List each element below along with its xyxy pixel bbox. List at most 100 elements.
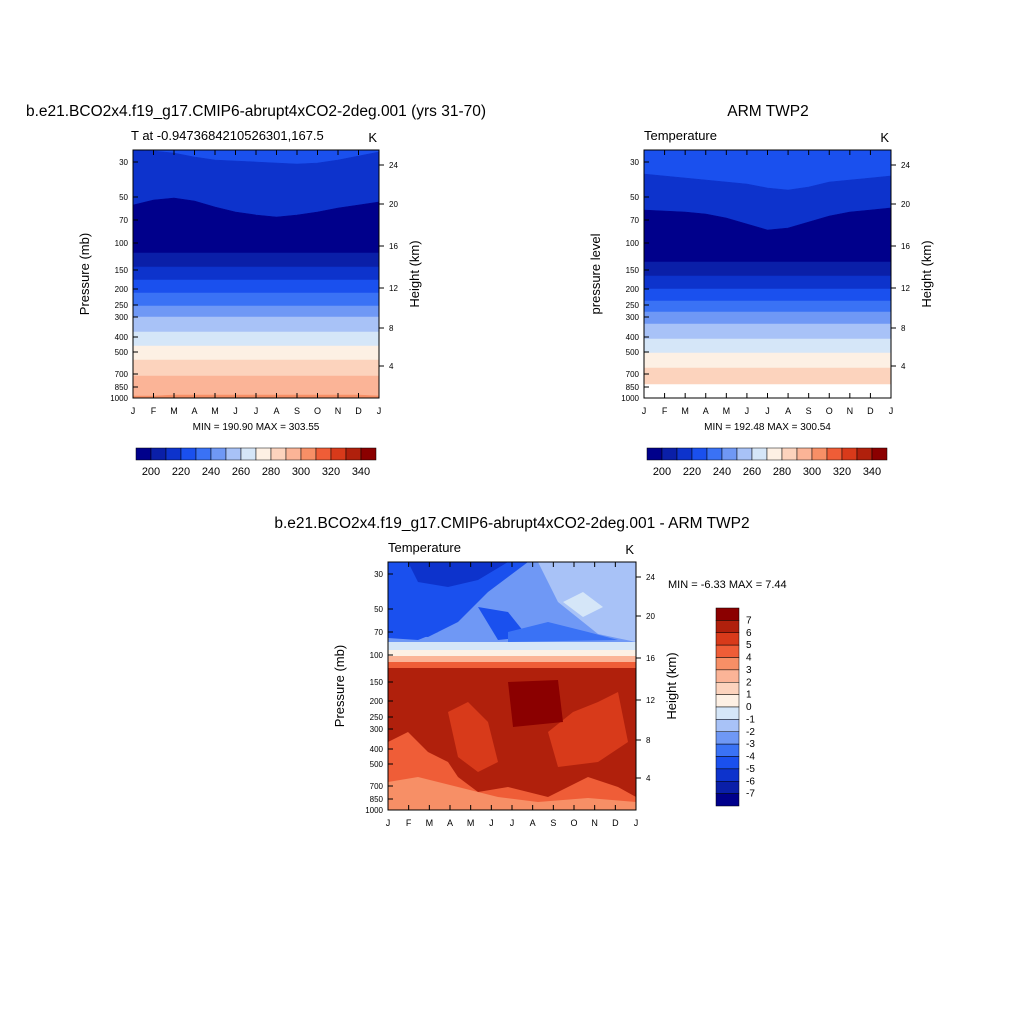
colorbar-swatch: [766, 447, 783, 461]
subtitle-right: K: [368, 130, 377, 145]
colorbar-swatch: [715, 620, 740, 633]
stats-text: MIN = 192.48 MAX = 300.54: [704, 422, 831, 433]
colorbar-label: 0: [746, 702, 752, 713]
colorbar-label: 320: [833, 466, 851, 478]
subtitle-left: T at -0.9473684210526301,167.5: [131, 128, 324, 143]
colorbar-swatch: [715, 781, 740, 794]
contour-band: [643, 288, 892, 302]
x-tick-label: A: [703, 406, 709, 416]
contour-band: [132, 292, 380, 307]
x-tick-label: J: [510, 818, 515, 828]
y-tick-label: 500: [626, 348, 640, 357]
y-tick-label: 30: [374, 570, 383, 579]
colorbar-label: -1: [746, 714, 755, 725]
contour-band: [643, 352, 892, 369]
panel-title: ARM TWP2: [727, 103, 809, 120]
contour-band: [132, 359, 380, 377]
x-tick-label: A: [530, 818, 536, 828]
y-tick-label: 200: [626, 285, 640, 294]
y-tick-label: 100: [115, 239, 129, 248]
contour-band: [388, 642, 636, 652]
contour-band: [643, 261, 892, 277]
x-tick-label: F: [151, 406, 157, 416]
y-axis-label-right: Height (km): [919, 240, 934, 307]
colorbar-label: 340: [352, 466, 370, 478]
x-tick-label: J: [642, 406, 647, 416]
contour-band: [643, 323, 892, 340]
colorbar-swatch: [811, 447, 828, 461]
y-tick-label: 1000: [110, 394, 128, 403]
colorbar-swatch: [195, 447, 212, 461]
colorbar-swatch: [871, 447, 888, 461]
colorbar-swatch: [330, 447, 347, 461]
colorbar-label: 6: [746, 628, 752, 639]
contour-blob: [563, 592, 603, 617]
colorbar-swatch: [345, 447, 362, 461]
y-right-tick-label: 12: [646, 696, 655, 705]
colorbar-label: 3: [746, 665, 752, 676]
contour-band: [132, 252, 380, 268]
colorbar-label: -6: [746, 776, 755, 787]
y-tick-label: 850: [626, 383, 640, 392]
colorbar-swatch: [691, 447, 708, 461]
contour-blob: [508, 622, 618, 642]
y-axis-label: pressure level: [588, 233, 603, 314]
y-tick-label: 400: [626, 333, 640, 342]
colorbar-label: -3: [746, 739, 755, 750]
y-tick-label: 70: [630, 216, 639, 225]
x-tick-label: A: [191, 406, 197, 416]
colorbar-label: -5: [746, 764, 755, 775]
colorbar-label: 340: [863, 466, 881, 478]
x-tick-label: S: [806, 406, 812, 416]
colorbar-model: 200 220 240 260 280 300 320 340 MIN = 190.90 MAX…: [135, 422, 377, 478]
contour-blob: [388, 602, 438, 640]
colorbar-label: -4: [746, 752, 755, 763]
colorbar-label: 300: [292, 466, 310, 478]
y-tick-label: 30: [630, 158, 639, 167]
y-right-tick-label: 20: [901, 200, 910, 209]
x-tick-label: M: [681, 406, 689, 416]
contour-band: [132, 279, 380, 294]
colorbar-swatch: [706, 447, 723, 461]
colorbar-swatch: [255, 447, 272, 461]
x-tick-label: M: [467, 818, 475, 828]
colorbar-label: 5: [746, 640, 752, 651]
colorbar-label: -7: [746, 789, 755, 800]
colorbar-swatch: [180, 447, 197, 461]
colorbar-label: 200: [142, 466, 160, 478]
colorbar-label: 260: [743, 466, 761, 478]
y-tick-label: 250: [115, 301, 129, 310]
contour-band: [643, 367, 892, 385]
y-tick-label: 500: [115, 348, 129, 357]
colorbar-label: 220: [172, 466, 190, 478]
colorbar-swatch: [300, 447, 317, 461]
y-right-tick-label: 16: [901, 242, 910, 251]
y-tick-label: 50: [119, 193, 128, 202]
colorbar-swatch: [135, 447, 152, 461]
colorbar-label: 280: [262, 466, 280, 478]
panel-title: b.e21.BCO2x4.f19_g17.CMIP6-abrupt4xCO2-2…: [274, 515, 749, 532]
x-tick-label: J: [254, 406, 259, 416]
colorbar-swatch: [715, 743, 740, 757]
x-tick-label: J: [765, 406, 770, 416]
colorbar-label: 220: [683, 466, 701, 478]
x-tick-label: S: [550, 818, 556, 828]
x-tick-label: A: [273, 406, 279, 416]
y-tick-label: 100: [626, 239, 640, 248]
y-right-tick-label: 16: [389, 242, 398, 251]
y-right-tick-label: 4: [389, 362, 394, 371]
y-tick-label: 200: [115, 285, 129, 294]
colorbar-swatch: [841, 447, 858, 461]
contour-band: [643, 338, 892, 354]
y-tick-label: 200: [370, 697, 384, 706]
y-tick-label: 1000: [621, 394, 639, 403]
x-tick-label: S: [294, 406, 300, 416]
x-tick-label: O: [314, 406, 321, 416]
stats-text: MIN = -6.33 MAX = 7.44: [668, 579, 787, 591]
x-tick-label: J: [889, 406, 894, 416]
colorbar-swatch: [715, 731, 740, 745]
x-tick-label: F: [662, 406, 668, 416]
x-tick-label: D: [867, 406, 874, 416]
colorbar-swatch: [165, 447, 182, 461]
y-right-tick-label: 8: [901, 324, 906, 333]
